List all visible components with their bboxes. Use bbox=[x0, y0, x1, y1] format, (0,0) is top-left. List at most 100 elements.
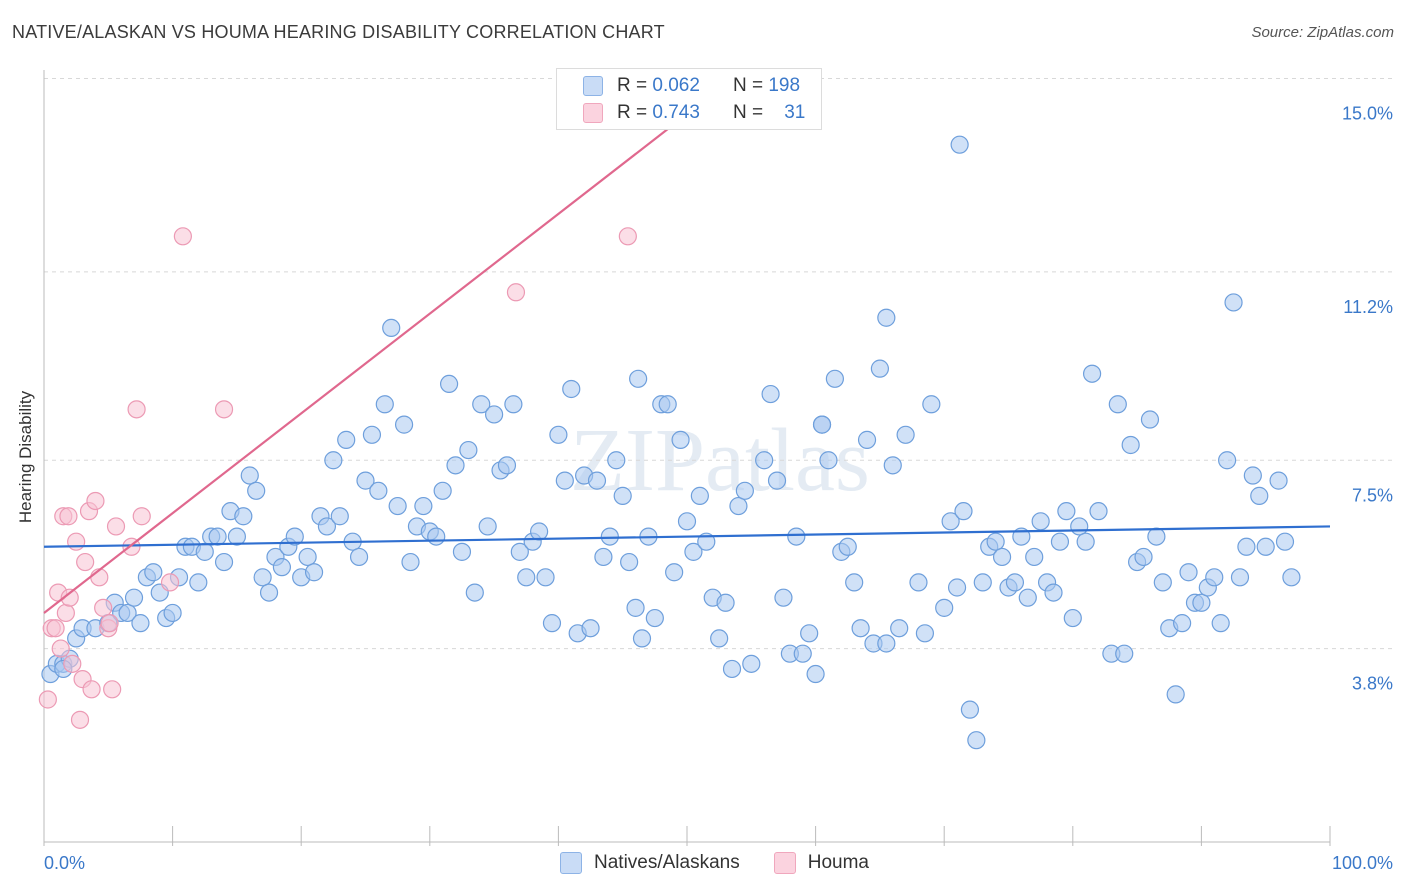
houma-point bbox=[46, 619, 65, 638]
natives-point bbox=[684, 542, 703, 561]
natives-point bbox=[542, 614, 562, 633]
natives-point bbox=[240, 466, 259, 485]
natives-point bbox=[845, 573, 864, 592]
x-tick-label: 100.0% bbox=[1332, 853, 1393, 873]
natives-point bbox=[742, 654, 761, 673]
houma-point bbox=[100, 614, 119, 633]
y-axis-label: Hearing Disability bbox=[16, 390, 35, 523]
natives-trend-line bbox=[43, 525, 1331, 548]
natives-point bbox=[735, 481, 754, 500]
natives-point bbox=[1044, 583, 1063, 602]
trend-lines bbox=[43, 68, 1331, 614]
natives-point bbox=[1211, 614, 1230, 633]
natives-point bbox=[1070, 517, 1089, 536]
r-value: 0.743 bbox=[652, 102, 700, 123]
natives-point bbox=[1256, 537, 1275, 556]
natives-point bbox=[1031, 512, 1050, 531]
natives-point bbox=[1230, 568, 1250, 587]
natives-point bbox=[950, 135, 969, 154]
natives-point bbox=[1237, 537, 1256, 556]
natives-point bbox=[774, 588, 793, 607]
natives-point bbox=[716, 593, 735, 612]
y-tick-label: 15.0% bbox=[1342, 104, 1393, 124]
natives-point bbox=[1275, 532, 1295, 551]
natives-point bbox=[485, 405, 504, 424]
natives-point bbox=[118, 603, 137, 623]
natives-point bbox=[208, 527, 227, 546]
houma-points bbox=[38, 227, 637, 729]
legend-item-houma: Houma bbox=[773, 852, 869, 874]
houma-point bbox=[132, 507, 151, 526]
natives-point bbox=[349, 547, 369, 567]
natives-point bbox=[806, 664, 825, 684]
natives-point bbox=[144, 563, 163, 582]
natives-point bbox=[1108, 395, 1127, 414]
houma-swatch bbox=[583, 103, 603, 123]
natives-point bbox=[1063, 608, 1082, 628]
houma-point bbox=[70, 710, 90, 729]
natives-point bbox=[427, 527, 446, 546]
legend-row-natives: R = 0.062 N = 198 bbox=[583, 74, 800, 98]
natives-point bbox=[755, 451, 774, 470]
natives-point bbox=[414, 496, 433, 516]
houma-point bbox=[63, 654, 82, 673]
natives-point bbox=[613, 486, 632, 505]
natives-point bbox=[433, 481, 452, 500]
natives-point bbox=[530, 522, 549, 541]
natives-point bbox=[337, 430, 356, 449]
natives-point bbox=[877, 308, 896, 327]
houma-point bbox=[127, 400, 146, 419]
natives-point bbox=[1140, 410, 1160, 429]
natives-point bbox=[800, 624, 819, 643]
natives-point bbox=[729, 496, 748, 516]
natives-point bbox=[935, 598, 954, 617]
natives-point bbox=[189, 573, 208, 592]
natives-point bbox=[1005, 573, 1025, 592]
natives-point bbox=[459, 440, 478, 460]
houma-swatch bbox=[773, 852, 796, 874]
natives-point bbox=[272, 558, 292, 577]
chart-title: NATIVE/ALASKAN VS HOUMA HEARING DISABILI… bbox=[12, 22, 665, 42]
natives-point bbox=[645, 608, 664, 628]
natives-point bbox=[857, 430, 877, 449]
houma-point bbox=[214, 400, 234, 419]
natives-point bbox=[504, 395, 523, 414]
natives-point bbox=[909, 573, 928, 592]
natives-point bbox=[465, 583, 484, 602]
natives-swatch bbox=[560, 852, 582, 874]
houma-point bbox=[60, 588, 79, 607]
natives-point bbox=[214, 552, 234, 572]
natives-point bbox=[1018, 588, 1037, 607]
natives-point bbox=[330, 507, 349, 526]
natives-alaskans-points bbox=[41, 135, 1301, 750]
natives-point bbox=[562, 379, 581, 399]
natives-point bbox=[671, 430, 690, 449]
natives-point bbox=[452, 542, 472, 561]
natives-point bbox=[1282, 568, 1301, 587]
legend-row-houma: R = 0.743 N = 31 bbox=[583, 101, 805, 125]
r-label: R = bbox=[617, 102, 648, 123]
natives-point bbox=[227, 527, 246, 546]
natives-point bbox=[941, 512, 960, 531]
natives-point bbox=[1205, 568, 1224, 587]
natives-point bbox=[947, 578, 967, 597]
natives-point bbox=[388, 496, 407, 516]
natives-point bbox=[382, 318, 401, 338]
houma-point bbox=[76, 552, 95, 572]
legend-item-natives: Natives/Alaskans bbox=[560, 852, 740, 874]
natives-point bbox=[253, 568, 272, 587]
natives-point bbox=[497, 456, 517, 475]
natives-point bbox=[761, 384, 780, 404]
houma-point bbox=[59, 507, 78, 526]
natives-point bbox=[722, 659, 742, 679]
natives-point bbox=[1057, 502, 1076, 521]
natives-point bbox=[195, 542, 214, 561]
natives-point bbox=[247, 481, 266, 500]
correlation-legend: R = 0.062 N = 198 R = 0.743 N = 31 bbox=[556, 68, 822, 130]
natives-point bbox=[787, 527, 806, 546]
natives-point bbox=[870, 359, 890, 378]
natives-point bbox=[890, 619, 909, 638]
natives-point bbox=[446, 456, 465, 475]
natives-point bbox=[517, 568, 536, 587]
